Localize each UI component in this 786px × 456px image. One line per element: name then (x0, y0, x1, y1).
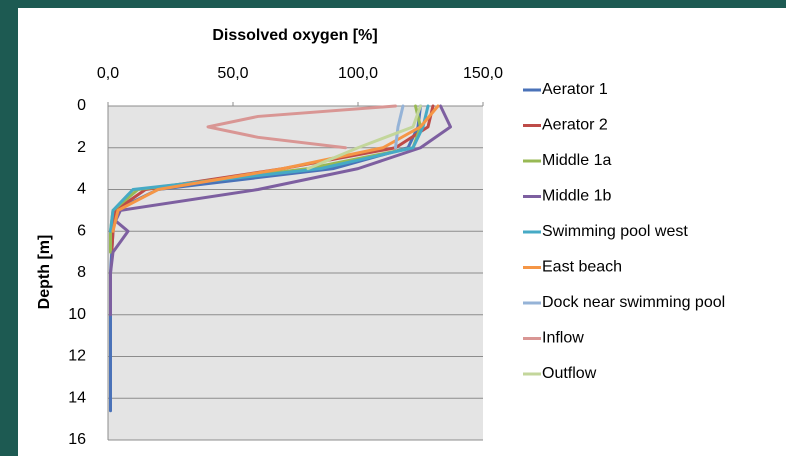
x-tick-label: 50,0 (217, 65, 248, 82)
y-tick-label: 0 (77, 97, 86, 114)
y-axis-label: Depth [m] (36, 235, 53, 310)
legend-label: Inflow (542, 330, 584, 347)
series-line (206, 104, 397, 150)
series-line (394, 104, 405, 150)
legend-label: Aerator 1 (542, 81, 608, 98)
series-line (111, 104, 440, 233)
legend-label: Middle 1a (542, 152, 611, 169)
chart-title: Dissolved oxygen [%] (212, 27, 377, 44)
series-line (306, 104, 422, 171)
y-tick-label: 2 (77, 139, 86, 156)
legend-label: Aerator 2 (542, 117, 608, 134)
x-tick-label: 150,0 (463, 65, 503, 82)
legend-label: Middle 1b (542, 188, 611, 205)
legend-label: Swimming pool west (542, 223, 688, 240)
legend-label: East beach (542, 259, 622, 276)
y-tick-label: 10 (68, 306, 86, 323)
y-tick-label: 14 (68, 389, 86, 406)
y-tick-label: 16 (68, 431, 86, 448)
x-tick-label: 100,0 (338, 65, 378, 82)
legend-label: Outflow (542, 365, 597, 382)
series-line (109, 104, 430, 233)
y-tick-label: 6 (77, 222, 86, 239)
y-tick-label: 8 (77, 264, 86, 281)
y-tick-label: 12 (68, 348, 86, 365)
legend-label: Dock near swimming pool (542, 294, 725, 311)
x-tick-label: 0,0 (97, 65, 119, 82)
y-tick-label: 4 (77, 181, 86, 198)
